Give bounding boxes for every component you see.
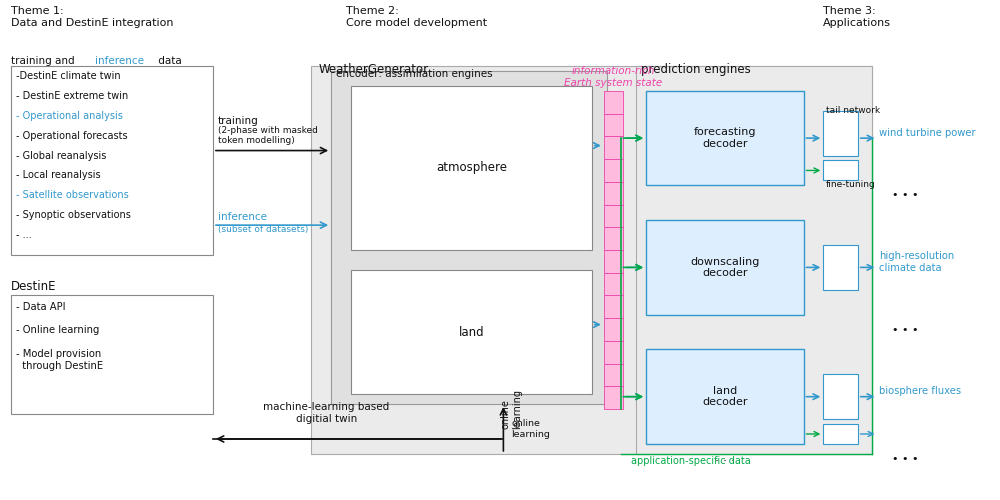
- Text: land: land: [459, 326, 484, 338]
- FancyBboxPatch shape: [823, 160, 858, 180]
- Text: (2-phase with masked
token modelling): (2-phase with masked token modelling): [218, 126, 318, 145]
- Text: high-resolution
climate data: high-resolution climate data: [879, 251, 955, 272]
- FancyBboxPatch shape: [604, 341, 623, 363]
- FancyBboxPatch shape: [604, 250, 623, 272]
- FancyBboxPatch shape: [604, 136, 623, 159]
- Text: - Model provision
  through DestinE: - Model provision through DestinE: [16, 350, 103, 371]
- FancyBboxPatch shape: [604, 204, 623, 228]
- FancyBboxPatch shape: [311, 66, 872, 454]
- Text: - Data API: - Data API: [16, 302, 66, 312]
- FancyBboxPatch shape: [823, 424, 858, 444]
- FancyBboxPatch shape: [604, 386, 623, 409]
- Text: data: data: [155, 56, 182, 66]
- FancyBboxPatch shape: [604, 114, 623, 136]
- FancyBboxPatch shape: [331, 71, 607, 404]
- Text: machine-learning based
digitial twin: machine-learning based digitial twin: [263, 402, 389, 424]
- Text: WeatherGenerator: WeatherGenerator: [318, 63, 428, 76]
- Text: • • •: • • •: [892, 324, 919, 334]
- Text: land
decoder: land decoder: [702, 386, 748, 407]
- FancyBboxPatch shape: [11, 66, 213, 255]
- Text: . . .: . . .: [715, 451, 735, 464]
- FancyBboxPatch shape: [351, 86, 592, 250]
- Text: - Local reanalysis: - Local reanalysis: [16, 170, 101, 180]
- FancyBboxPatch shape: [646, 91, 804, 186]
- FancyBboxPatch shape: [604, 318, 623, 341]
- FancyBboxPatch shape: [636, 66, 872, 454]
- Text: prediction engines: prediction engines: [641, 63, 751, 76]
- Text: (subset of datasets): (subset of datasets): [218, 225, 308, 234]
- Text: - Online learning: - Online learning: [16, 324, 100, 334]
- Text: Theme 1:
Data and DestinE integration: Theme 1: Data and DestinE integration: [11, 6, 174, 28]
- Text: - ...: - ...: [16, 230, 32, 240]
- FancyBboxPatch shape: [646, 220, 804, 314]
- Text: encoder: assimilation engines: encoder: assimilation engines: [336, 69, 493, 79]
- Text: - Satellite observations: - Satellite observations: [16, 190, 129, 200]
- FancyBboxPatch shape: [604, 272, 623, 295]
- Text: online
learning: online learning: [511, 420, 550, 438]
- FancyBboxPatch shape: [604, 228, 623, 250]
- FancyBboxPatch shape: [604, 182, 623, 204]
- FancyBboxPatch shape: [823, 374, 858, 419]
- Text: inference: inference: [95, 56, 144, 66]
- Text: - Global reanalysis: - Global reanalysis: [16, 150, 107, 160]
- FancyBboxPatch shape: [646, 350, 804, 444]
- FancyBboxPatch shape: [604, 296, 623, 318]
- Text: downscaling
decoder: downscaling decoder: [690, 256, 760, 278]
- Text: Theme 2:
Core model development: Theme 2: Core model development: [346, 6, 487, 28]
- Text: - Operational analysis: - Operational analysis: [16, 111, 123, 121]
- Text: inference: inference: [218, 212, 267, 222]
- Text: DestinE: DestinE: [11, 280, 57, 293]
- Text: atmosphere: atmosphere: [436, 162, 507, 174]
- Text: Theme 3:
Applications: Theme 3: Applications: [823, 6, 891, 28]
- Text: • • •: • • •: [892, 190, 919, 200]
- Text: - DestinE extreme twin: - DestinE extreme twin: [16, 91, 128, 101]
- Text: biosphere fluxes: biosphere fluxes: [879, 386, 962, 396]
- Text: training: training: [218, 116, 259, 126]
- Text: online
learning: online learning: [500, 389, 522, 429]
- Text: - Operational forecasts: - Operational forecasts: [16, 130, 128, 140]
- FancyBboxPatch shape: [604, 159, 623, 182]
- FancyBboxPatch shape: [604, 91, 623, 114]
- Text: fine-tuning: fine-tuning: [826, 180, 876, 190]
- Text: • • •: • • •: [892, 454, 919, 464]
- Text: training and: training and: [11, 56, 78, 66]
- Text: tail network: tail network: [826, 106, 880, 115]
- Text: -DestinE climate twin: -DestinE climate twin: [16, 71, 121, 81]
- Text: wind turbine power: wind turbine power: [879, 128, 976, 138]
- Text: - Synoptic observations: - Synoptic observations: [16, 210, 131, 220]
- FancyBboxPatch shape: [11, 294, 213, 414]
- FancyBboxPatch shape: [604, 364, 623, 386]
- FancyBboxPatch shape: [351, 270, 592, 394]
- Text: application-specific data: application-specific data: [631, 456, 751, 466]
- Text: forecasting
decoder: forecasting decoder: [694, 128, 756, 149]
- FancyBboxPatch shape: [823, 111, 858, 156]
- Text: information-rich
Earth system state: information-rich Earth system state: [564, 66, 663, 88]
- FancyBboxPatch shape: [823, 245, 858, 290]
